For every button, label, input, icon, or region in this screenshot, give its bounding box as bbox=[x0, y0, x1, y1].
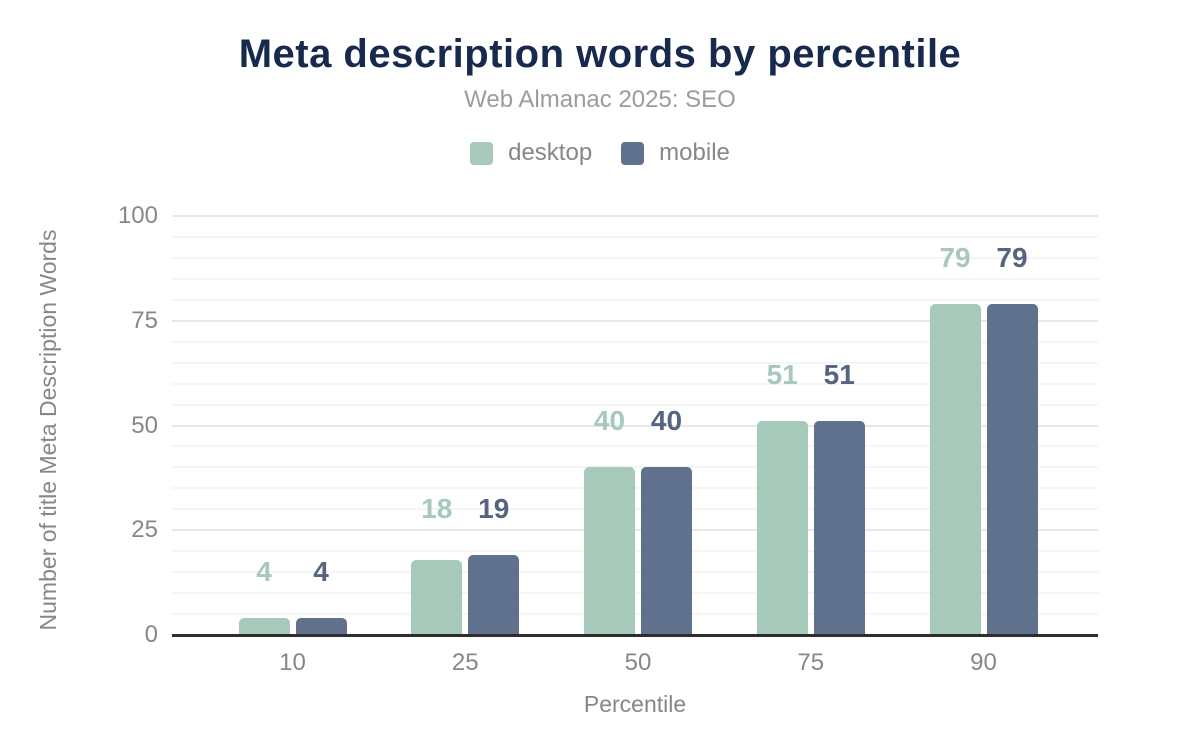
bar-mobile-p90 bbox=[986, 303, 1038, 635]
bar-desktop-p25 bbox=[411, 559, 463, 635]
gridline-minor-15 bbox=[172, 571, 1098, 574]
chart-subtitle: Web Almanac 2025: SEO bbox=[464, 86, 736, 113]
legend-item-mobile: mobile bbox=[621, 141, 730, 165]
desktop-swatch-icon bbox=[470, 141, 494, 165]
gridline-minor-60 bbox=[172, 382, 1098, 385]
bar-mobile-p25 bbox=[468, 555, 520, 635]
gridline-minor-95 bbox=[172, 235, 1098, 238]
y-axis-title: Number of title Meta Description Words bbox=[35, 229, 61, 631]
value-label-desktop-p25: 18 bbox=[421, 493, 453, 525]
gridline-minor-90 bbox=[172, 256, 1098, 259]
value-label-mobile-p75: 51 bbox=[823, 359, 855, 391]
gridline-minor-85 bbox=[172, 277, 1098, 280]
mobile-swatch-icon bbox=[621, 141, 645, 165]
gridline-minor-35 bbox=[172, 487, 1098, 490]
gridline-minor-5 bbox=[172, 613, 1098, 616]
bar-mobile-p10 bbox=[295, 618, 347, 635]
bar-mobile-p75 bbox=[813, 421, 865, 635]
gridline-major-50 bbox=[172, 424, 1098, 427]
chart-title: Meta description words by percentile bbox=[238, 32, 962, 76]
value-label-mobile-p10: 4 bbox=[313, 556, 329, 588]
gridline-minor-30 bbox=[172, 508, 1098, 511]
value-label-mobile-p25: 19 bbox=[478, 493, 510, 525]
x-tick-label-10: 10 bbox=[279, 649, 306, 676]
value-label-desktop-p90: 79 bbox=[939, 241, 971, 273]
gridline-minor-70 bbox=[172, 340, 1098, 343]
y-tick-label-100: 100 bbox=[117, 202, 158, 229]
y-tick-label-0: 0 bbox=[144, 621, 158, 648]
x-axis-title: Percentile bbox=[583, 691, 687, 717]
bar-desktop-p10 bbox=[238, 618, 290, 635]
x-tick-label-75: 75 bbox=[797, 649, 825, 676]
gridline-minor-40 bbox=[172, 466, 1098, 469]
gridline-minor-45 bbox=[172, 445, 1098, 448]
gridline-major-25 bbox=[172, 529, 1098, 532]
y-tick-label-25: 25 bbox=[131, 516, 158, 544]
legend-item-desktop: desktop bbox=[470, 141, 592, 165]
value-label-desktop-p10: 4 bbox=[256, 556, 272, 588]
y-tick-label-75: 75 bbox=[131, 306, 158, 334]
gridline-major-100 bbox=[172, 215, 1098, 217]
gridline-major-75 bbox=[172, 319, 1098, 322]
gridline-minor-80 bbox=[172, 298, 1098, 301]
x-tick-label-90: 90 bbox=[970, 649, 997, 676]
legend: desktop mobile bbox=[0, 141, 1200, 165]
legend-label-desktop: desktop bbox=[508, 139, 593, 166]
gridline-minor-20 bbox=[172, 550, 1098, 553]
x-tick-label-25: 25 bbox=[451, 649, 479, 676]
y-tick-label-50: 50 bbox=[131, 411, 158, 439]
x-tick-label-50: 50 bbox=[624, 649, 652, 676]
gridline-minor-10 bbox=[172, 592, 1098, 595]
bar-desktop-p75 bbox=[756, 421, 808, 635]
value-label-mobile-p90: 79 bbox=[996, 241, 1028, 273]
gridline-minor-65 bbox=[172, 361, 1098, 364]
bar-desktop-p50 bbox=[584, 467, 635, 635]
value-label-mobile-p50: 40 bbox=[650, 405, 683, 437]
value-label-desktop-p50: 40 bbox=[593, 405, 626, 437]
bar-mobile-p50 bbox=[641, 467, 692, 635]
legend-label-mobile: mobile bbox=[659, 139, 730, 166]
value-label-desktop-p75: 51 bbox=[766, 359, 798, 391]
x-axis-line bbox=[172, 634, 1098, 637]
gridline-minor-55 bbox=[172, 403, 1098, 406]
bar-desktop-p90 bbox=[929, 303, 981, 635]
